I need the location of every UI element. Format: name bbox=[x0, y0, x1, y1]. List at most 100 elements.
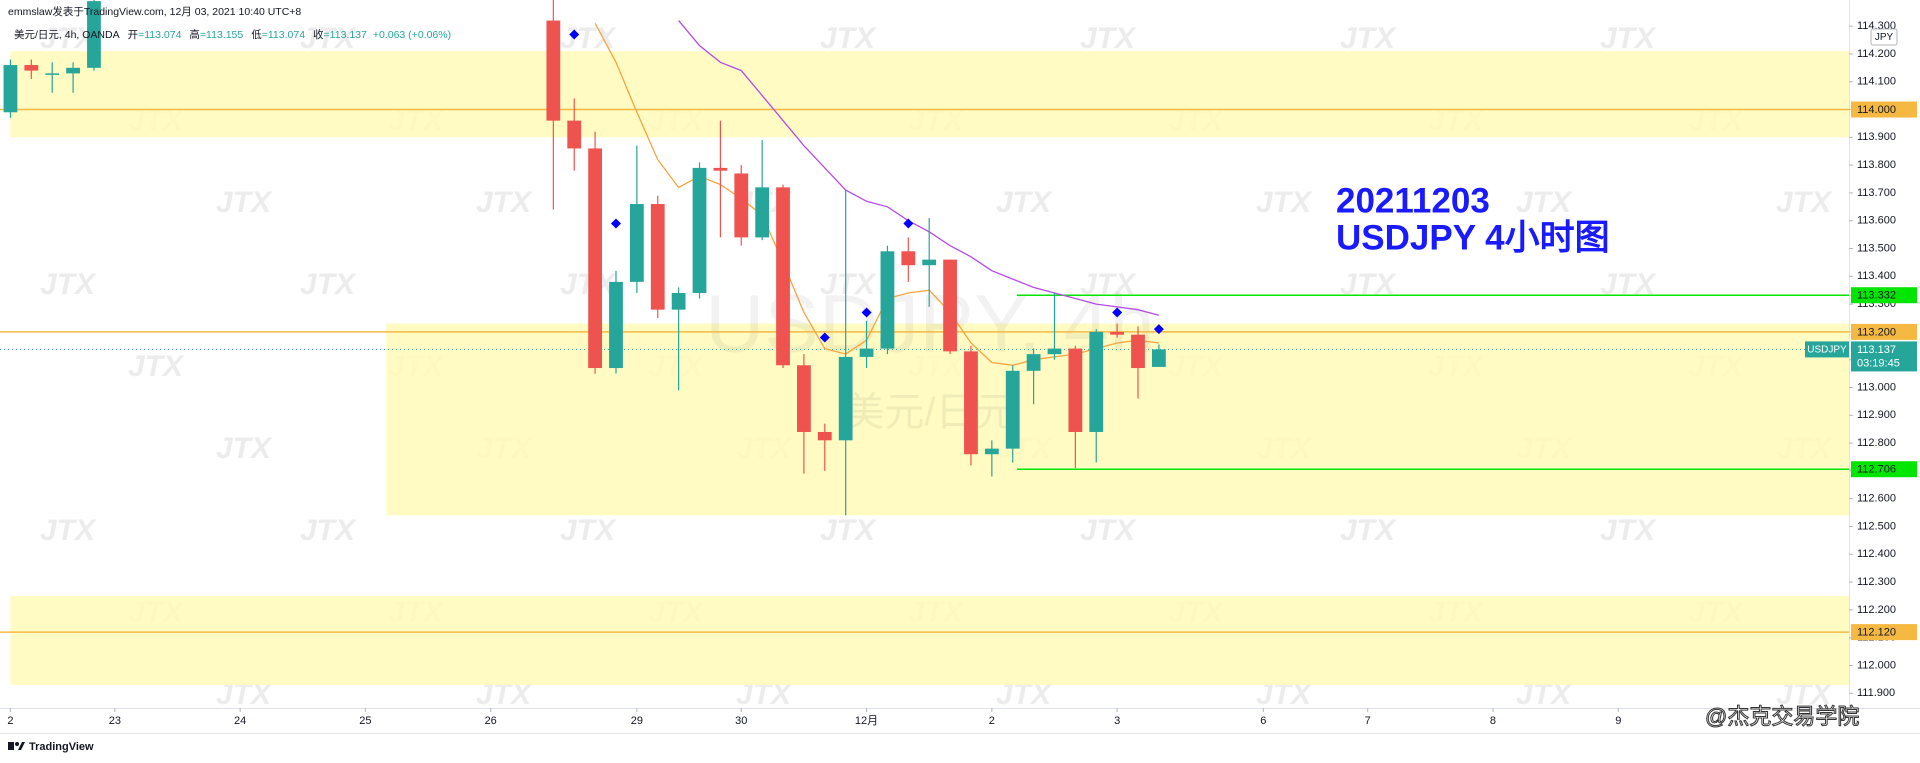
watermark-logo: JTX bbox=[1600, 514, 1657, 547]
price-label-bg bbox=[1851, 323, 1917, 340]
watermark-logo: JTX bbox=[300, 22, 357, 55]
moving-average bbox=[678, 20, 1160, 316]
price-label: 112.706 bbox=[1857, 464, 1896, 476]
x-tick-label: 2 bbox=[7, 715, 13, 727]
author-line: emmslaw发表于TradingView.com, 12月 03, 2021 … bbox=[8, 5, 301, 18]
candle-body bbox=[629, 204, 644, 282]
watermark-logo: JTX bbox=[1600, 22, 1657, 55]
price-label: 113.332 bbox=[1857, 290, 1896, 302]
signal-marker bbox=[1112, 307, 1123, 318]
annotation: USDJPY 4小时图 bbox=[1336, 218, 1610, 257]
countdown: 03:19:45 bbox=[1857, 357, 1900, 369]
candle-body bbox=[1151, 349, 1166, 367]
watermark-logo: JTX bbox=[1080, 514, 1137, 547]
y-tick-label: 113.600 bbox=[1857, 215, 1896, 227]
watermark-logo: JTX bbox=[560, 22, 617, 55]
y-tick-label: 111.900 bbox=[1857, 687, 1895, 699]
watermark-logo: JTX bbox=[216, 186, 273, 219]
y-tick-label: 112.500 bbox=[1857, 520, 1896, 532]
candle-body bbox=[567, 120, 582, 149]
ohlc-value: =113.155 bbox=[200, 29, 243, 41]
y-tick-label: 113.700 bbox=[1857, 187, 1896, 199]
watermark-logo: JTX bbox=[300, 514, 357, 547]
zone bbox=[386, 323, 1849, 516]
candle-body bbox=[1089, 331, 1104, 432]
ohlc-name: 收 bbox=[313, 28, 324, 41]
ohlc-name: 开 bbox=[128, 29, 139, 41]
candle-body bbox=[24, 65, 39, 71]
price-label-bg bbox=[1851, 461, 1917, 478]
watermark-logo: JTX bbox=[1080, 22, 1137, 55]
candle-body bbox=[817, 431, 832, 441]
y-tick-label: 112.300 bbox=[1857, 576, 1896, 588]
change: +0.063 (+0.06%) bbox=[373, 29, 451, 41]
y-tick-label: 113.000 bbox=[1857, 381, 1896, 393]
candle-body bbox=[901, 251, 916, 266]
y-tick-label: 112.800 bbox=[1857, 437, 1896, 449]
watermark-logo: JTX bbox=[300, 268, 357, 301]
signal-marker bbox=[1153, 324, 1164, 335]
candle-body bbox=[1047, 348, 1062, 355]
watermark-logo: JTX bbox=[40, 268, 97, 301]
x-tick-label: 29 bbox=[631, 715, 643, 727]
y-tick-label: 113.500 bbox=[1857, 242, 1896, 254]
candle-body bbox=[1110, 331, 1125, 335]
price-label-bg bbox=[1851, 101, 1917, 118]
y-tick-label: 112.900 bbox=[1857, 409, 1896, 421]
watermark-logo: JTX bbox=[996, 186, 1053, 219]
watermark-logo: JTX bbox=[1776, 186, 1833, 219]
x-tick-label: 25 bbox=[359, 715, 371, 727]
footer-brand: TradingView bbox=[29, 741, 94, 753]
candle-body bbox=[1026, 354, 1041, 371]
signal-marker bbox=[819, 332, 830, 343]
candle-body bbox=[1068, 348, 1083, 432]
plot-area: JTX JTX JTX JTX JTX JTX JTX JTX JTX JTX JTX JTX JTX J… bbox=[0, 0, 1849, 708]
symbol: 美元/日元, 4h, OANDA bbox=[14, 28, 120, 41]
footer-logo-a bbox=[8, 742, 14, 750]
watermark-logo: JTX bbox=[1516, 186, 1573, 219]
candle-body bbox=[45, 73, 60, 75]
candle-body bbox=[66, 67, 80, 74]
watermark-logo: JTX bbox=[1340, 514, 1397, 547]
signal-marker bbox=[569, 29, 580, 40]
candle-body bbox=[859, 348, 874, 357]
y-tick-label: 114.300 bbox=[1857, 20, 1896, 32]
x-tick-label: 8 bbox=[1490, 715, 1496, 727]
ohlc-name: 高 bbox=[189, 28, 200, 41]
candle-body bbox=[984, 448, 999, 455]
x-tick-label: 6 bbox=[1260, 715, 1266, 727]
watermark-logo: JTX bbox=[216, 432, 273, 465]
current-price-bg bbox=[1851, 341, 1917, 372]
x-tick-label: 23 bbox=[109, 715, 121, 727]
x-tick-label: 12月 bbox=[855, 715, 878, 727]
price-label: 113.200 bbox=[1857, 326, 1896, 338]
price-label: 114.000 bbox=[1857, 104, 1896, 116]
candle-body bbox=[1131, 334, 1145, 369]
footer-logo-b bbox=[15, 742, 19, 746]
watermark-logo: JTX bbox=[820, 22, 877, 55]
unit-label: JPY bbox=[1875, 32, 1894, 43]
y-tick-label: 114.200 bbox=[1857, 48, 1896, 60]
unit-box bbox=[1870, 28, 1898, 46]
symbol-line: 美元/日元, 4h, OANDA 开=113.074 高=113.155 低=113.… bbox=[14, 28, 451, 41]
ohlc-name: 低 bbox=[251, 28, 262, 41]
watermark-logo: JTX bbox=[560, 514, 617, 547]
candle-body bbox=[692, 167, 707, 293]
current-price-label: 113.137 bbox=[1857, 344, 1896, 356]
watermark-logo: JTX bbox=[820, 514, 877, 547]
x-tick-label: 7 bbox=[1365, 715, 1371, 727]
candle-body bbox=[755, 187, 770, 238]
candle-body bbox=[671, 292, 686, 310]
annotation: 20211203 bbox=[1336, 181, 1490, 220]
zone bbox=[10, 51, 1849, 138]
symbol-tag: USDJPY bbox=[1807, 345, 1847, 356]
watermark-logo: JTX bbox=[476, 186, 533, 219]
candle-body bbox=[922, 259, 937, 266]
signal-marker bbox=[903, 218, 914, 229]
candle-body bbox=[650, 204, 665, 310]
ohlc-value: =113.137 bbox=[324, 29, 367, 41]
candle-body bbox=[3, 65, 18, 113]
candle-body bbox=[880, 251, 895, 349]
